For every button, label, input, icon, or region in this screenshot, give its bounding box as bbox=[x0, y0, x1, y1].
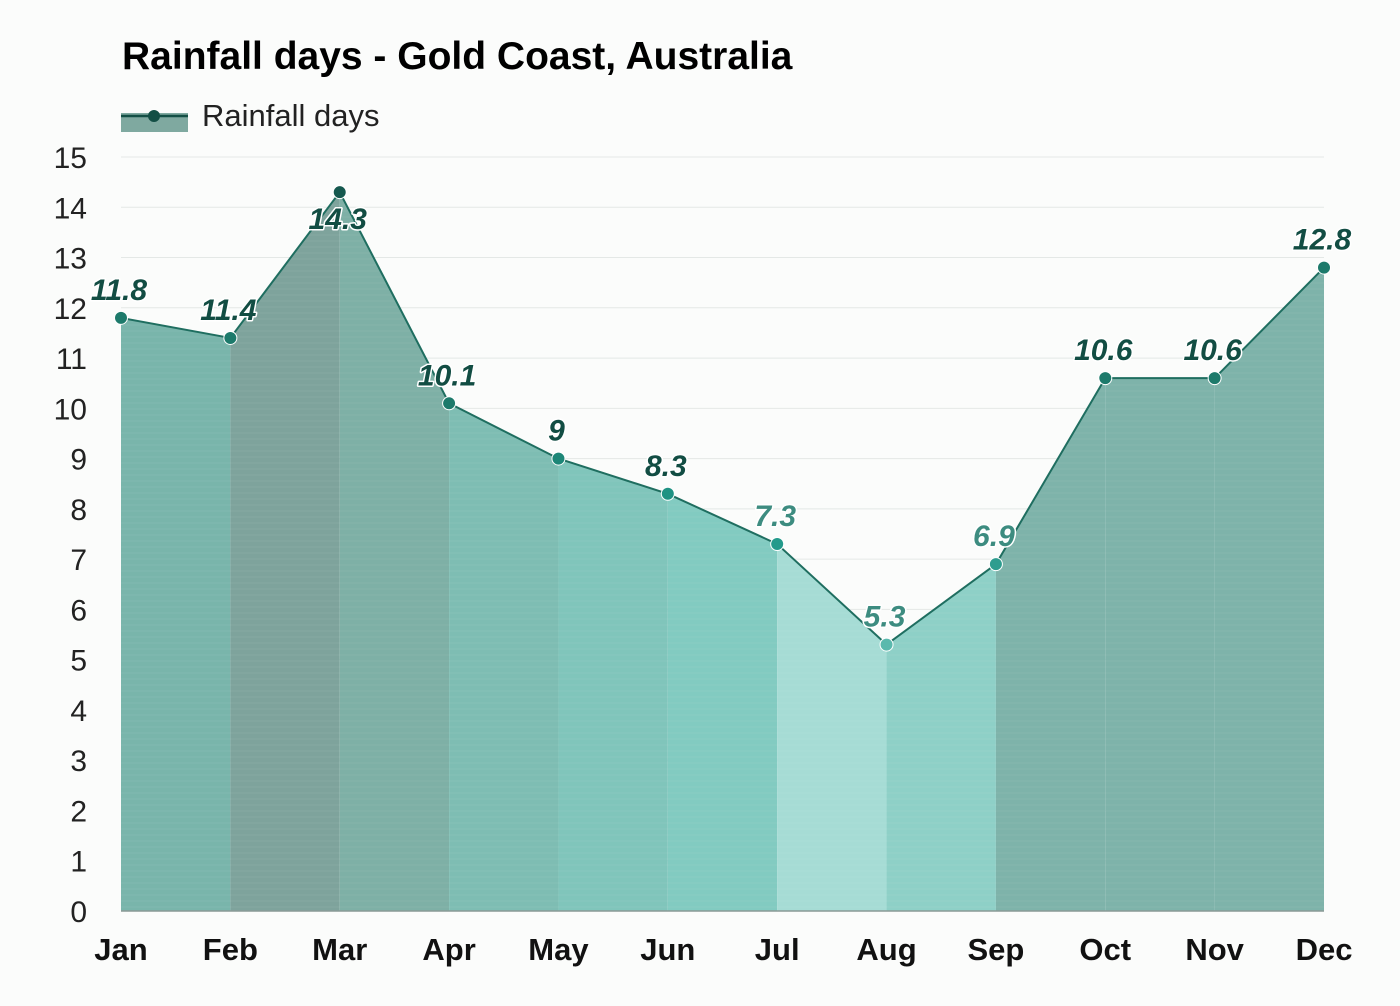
y-tick-label: 6 bbox=[70, 594, 87, 627]
data-label-mar: 14.3 bbox=[309, 203, 368, 236]
x-tick-label-oct: Oct bbox=[1079, 932, 1131, 967]
x-tick-label-jun: Jun bbox=[640, 932, 695, 967]
x-axis-ticks: Jan Feb Mar Apr May Jun Jul Aug Sep Oct Nov Dec bbox=[94, 932, 1352, 967]
x-tick-label-may: May bbox=[528, 932, 589, 967]
area-segment-jul bbox=[777, 544, 887, 911]
data-label-jun: 8.3 bbox=[645, 450, 687, 483]
x-tick-label-feb: Feb bbox=[203, 932, 258, 967]
y-tick-label: 8 bbox=[70, 494, 87, 527]
legend[interactable]: Rainfall days bbox=[121, 98, 379, 133]
area-segment-may bbox=[558, 458, 668, 911]
data-label-oct: 10.6 bbox=[1074, 334, 1133, 367]
data-point-nov[interactable] bbox=[1207, 371, 1222, 386]
chart-title: Rainfall days - Gold Coast, Australia bbox=[122, 35, 793, 78]
area-segment-apr bbox=[449, 403, 559, 911]
legend-marker bbox=[148, 110, 160, 122]
legend-label: Rainfall days bbox=[202, 98, 379, 133]
area-segment-sep bbox=[995, 378, 1106, 911]
data-label-nov: 10.6 bbox=[1183, 334, 1242, 367]
data-label-aug: 5.3 bbox=[864, 601, 906, 634]
data-label-apr: 10.1 bbox=[418, 359, 476, 392]
data-point-feb[interactable] bbox=[223, 330, 238, 345]
y-tick-label: 4 bbox=[70, 695, 87, 728]
area-segment-aug bbox=[886, 564, 996, 911]
data-point-apr[interactable] bbox=[442, 396, 457, 411]
data-point-jun[interactable] bbox=[660, 486, 675, 501]
data-point-jul[interactable] bbox=[770, 537, 785, 552]
legend-swatch bbox=[121, 113, 188, 132]
area-segments bbox=[121, 156, 1324, 912]
data-label-jan: 11.8 bbox=[91, 274, 147, 307]
area-texture bbox=[121, 156, 1324, 908]
y-tick-label: 15 bbox=[54, 142, 87, 175]
x-tick-label-apr: Apr bbox=[422, 932, 475, 967]
y-tick-label: 10 bbox=[54, 393, 87, 426]
area-segment-jan bbox=[121, 317, 231, 911]
data-point-mar[interactable] bbox=[332, 185, 347, 200]
area-segment-feb bbox=[230, 192, 340, 912]
x-tick-label-dec: Dec bbox=[1296, 932, 1353, 967]
y-tick-label: 7 bbox=[70, 544, 87, 577]
data-label-sep: 6.9 bbox=[973, 520, 1015, 553]
x-tick-label-jul: Jul bbox=[755, 932, 800, 967]
x-tick-label-nov: Nov bbox=[1185, 932, 1244, 967]
data-label-may: 9 bbox=[548, 415, 565, 448]
area-segment-oct bbox=[1105, 378, 1215, 911]
x-tick-label-jan: Jan bbox=[94, 932, 147, 967]
data-point-sep[interactable] bbox=[988, 557, 1003, 572]
y-tick-label: 5 bbox=[70, 645, 87, 678]
data-point-oct[interactable] bbox=[1098, 371, 1113, 386]
y-tick-label: 3 bbox=[70, 745, 87, 778]
y-tick-label: 2 bbox=[70, 795, 87, 828]
data-point-dec[interactable] bbox=[1317, 260, 1331, 275]
data-point-may[interactable] bbox=[551, 451, 566, 466]
y-tick-label: 0 bbox=[70, 896, 87, 929]
data-label-jul: 7.3 bbox=[754, 500, 796, 533]
data-point-aug[interactable] bbox=[879, 637, 894, 652]
area-segment-mar bbox=[339, 192, 450, 912]
data-labels: 11.8 11.4 14.3 10.1 9 8.3 7.3 5.3 6.9 10.6 10.6 12.… bbox=[89, 202, 1353, 635]
series-line-rainfall-days bbox=[120, 190, 1325, 646]
y-tick-label: 13 bbox=[54, 243, 87, 276]
y-tick-label: 14 bbox=[54, 192, 87, 225]
x-tick-label-mar: Mar bbox=[312, 932, 367, 967]
y-tick-label: 1 bbox=[70, 846, 87, 879]
data-point-jan[interactable] bbox=[114, 310, 128, 325]
y-tick-label: 11 bbox=[56, 343, 87, 376]
y-tick-label: 9 bbox=[70, 444, 87, 477]
data-label-feb: 11.4 bbox=[200, 294, 256, 327]
x-tick-label-aug: Aug bbox=[856, 932, 916, 967]
y-tick-label: 12 bbox=[54, 293, 87, 326]
area-segment-jun bbox=[667, 493, 778, 911]
data-label-dec: 12.8 bbox=[1293, 224, 1352, 257]
x-tick-label-sep: Sep bbox=[967, 932, 1024, 967]
data-points bbox=[114, 185, 1331, 652]
area-segment-nov bbox=[1214, 267, 1324, 911]
series-line bbox=[120, 190, 1325, 646]
